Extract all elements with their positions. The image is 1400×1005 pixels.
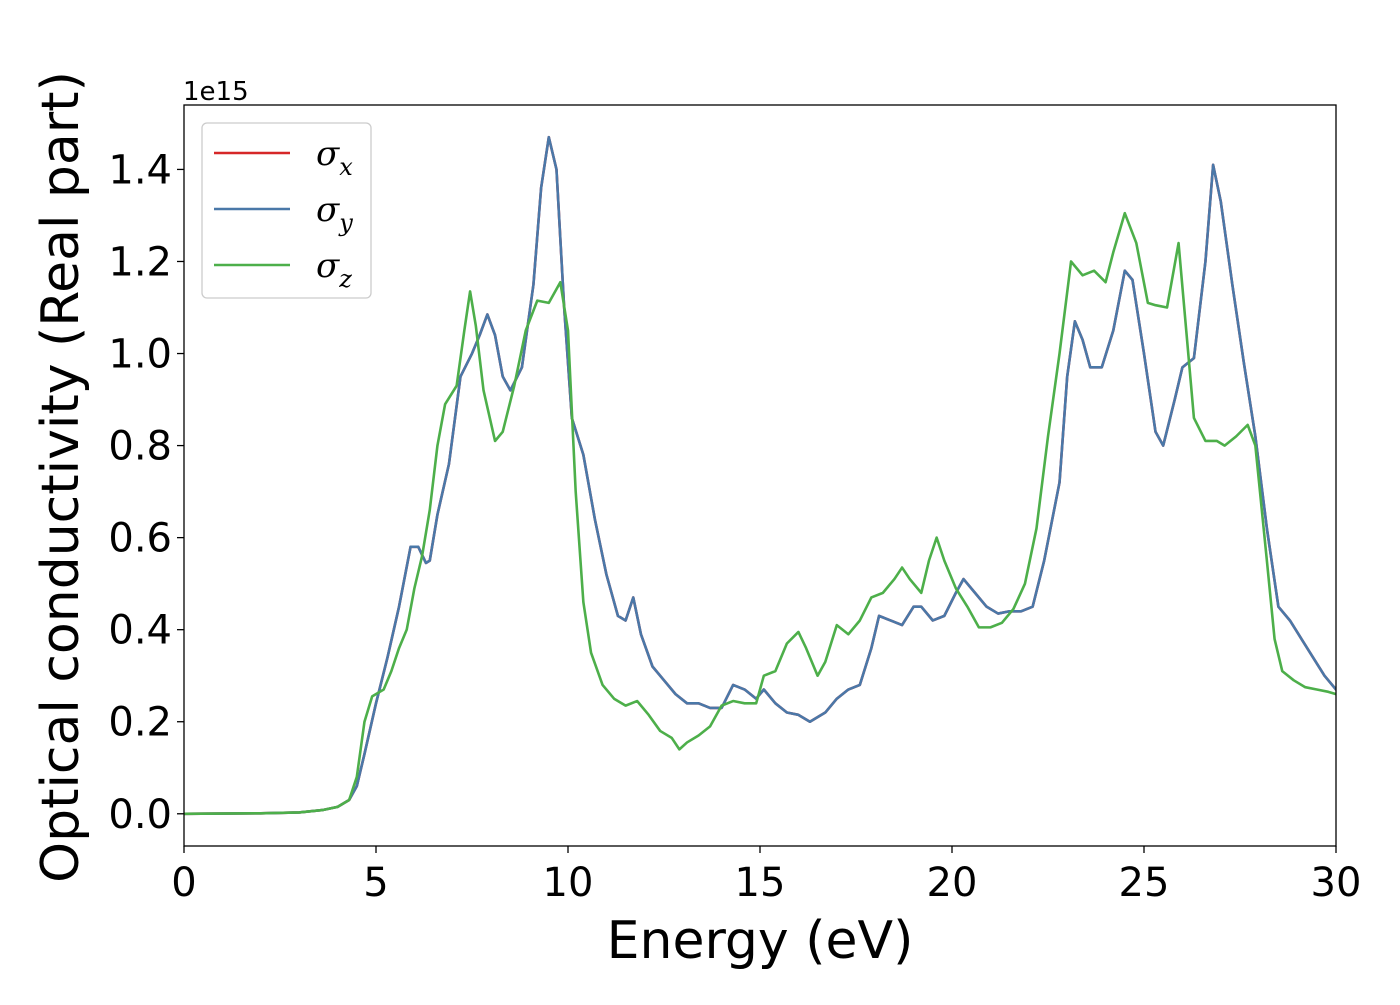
legend-frame — [201, 122, 372, 299]
series-lines — [184, 135, 1336, 816]
x-tick-label: 5 — [363, 860, 388, 906]
y-offset-label: 1e15 — [183, 77, 249, 107]
y-tick-label: 0.6 — [108, 516, 172, 562]
series-line-z — [184, 211, 1336, 816]
x-tick-label: 25 — [1119, 860, 1170, 906]
y-tick-label: 1.0 — [108, 332, 172, 378]
legend-subscript-x: x — [339, 153, 353, 181]
y-axis-title: Optical conductivity (Real part) — [31, 71, 91, 883]
legend-subscript-z: z — [338, 265, 352, 293]
y-tick-label: 1.2 — [108, 239, 172, 285]
y-tick-label: 0.4 — [108, 608, 172, 654]
series-line-y — [184, 135, 1336, 816]
y-tick-label: 0.0 — [108, 792, 172, 838]
x-tick-label: 15 — [735, 860, 786, 906]
x-axis-title: Energy (eV) — [607, 911, 914, 971]
y-axis-ticks: 0.0 0.2 0.4 0.6 0.8 1.0 1.2 1.4 — [108, 147, 184, 838]
x-tick-label: 0 — [171, 860, 196, 906]
x-axis-ticks: 0 5 10 15 20 25 30 — [171, 846, 1361, 906]
y-tick-label: 0.8 — [108, 424, 172, 470]
x-tick-label: 20 — [927, 860, 978, 906]
y-tick-label: 0.2 — [108, 700, 172, 746]
x-tick-label: 10 — [543, 860, 594, 906]
x-tick-label: 30 — [1311, 860, 1362, 906]
legend-subscript-y: y — [338, 209, 353, 237]
y-tick-label: 1.4 — [108, 147, 172, 193]
